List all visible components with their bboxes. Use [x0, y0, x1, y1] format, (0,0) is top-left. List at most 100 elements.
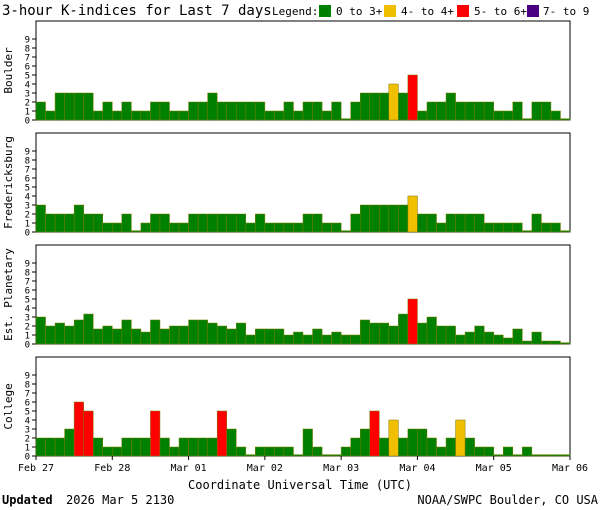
bar	[445, 92, 456, 121]
x-tick-label: Mar 05	[476, 463, 512, 474]
bar	[541, 454, 552, 457]
bar	[369, 410, 380, 457]
bar	[102, 222, 113, 233]
bar	[178, 437, 189, 457]
bar	[464, 437, 475, 457]
bar	[64, 92, 75, 121]
bar	[274, 222, 285, 233]
bar	[274, 110, 285, 121]
bar	[560, 118, 571, 121]
bar	[464, 101, 475, 121]
legend-label: Legend:	[272, 5, 318, 18]
credit-text: NOAA/SWPC Boulder, CO USA	[417, 493, 598, 507]
bar	[159, 437, 170, 457]
bar	[83, 313, 94, 345]
bar	[73, 92, 84, 121]
bar	[197, 101, 208, 121]
bar	[150, 410, 161, 457]
bar	[388, 204, 399, 233]
bar	[245, 334, 256, 345]
bar	[264, 328, 275, 345]
bar	[245, 454, 256, 457]
bar	[283, 334, 294, 345]
bar	[483, 446, 494, 457]
bar	[455, 334, 466, 345]
bar	[369, 92, 380, 121]
bar	[464, 213, 475, 233]
bar	[503, 110, 514, 121]
bar	[264, 446, 275, 457]
bar	[169, 222, 180, 233]
bar	[207, 92, 218, 121]
bar	[188, 213, 199, 233]
bar	[426, 101, 437, 121]
x-tick-label: Mar 03	[323, 463, 359, 474]
legend: Legend: 0 to 3+ 4- to 4+ 5- to 6+ 7- to …	[272, 5, 589, 18]
bar	[302, 101, 313, 121]
bar	[121, 319, 132, 345]
bar	[264, 110, 275, 121]
bar	[531, 454, 542, 457]
bar	[35, 316, 46, 345]
x-axis-title: Coordinate Universal Time (UTC)	[188, 478, 412, 492]
x-axis: Feb 27 Feb 28 Mar 01 Mar 02 Mar 03 Mar 04 Mar …	[18, 456, 588, 474]
bar	[331, 222, 342, 233]
bar	[131, 230, 142, 233]
bar	[340, 446, 351, 457]
bar	[293, 110, 304, 121]
bar	[379, 204, 390, 233]
bar	[236, 446, 247, 457]
y-tick-label: 6	[25, 175, 30, 185]
bar	[436, 325, 447, 345]
bar	[426, 213, 437, 233]
bar	[255, 101, 266, 121]
bar	[445, 213, 456, 233]
bar	[83, 92, 94, 121]
bar	[417, 322, 428, 345]
legend-swatch-0-to-3	[319, 5, 331, 17]
bar	[541, 340, 552, 345]
bar	[255, 328, 266, 345]
bar	[483, 331, 494, 345]
bar	[522, 118, 533, 121]
bar	[112, 222, 123, 233]
y-tick-label: 2	[25, 99, 30, 109]
bar	[312, 446, 323, 457]
bar	[255, 213, 266, 233]
bar	[274, 328, 285, 345]
y-tick-label: 7	[25, 166, 30, 176]
y-tick-label: 1	[25, 444, 30, 454]
bar	[102, 325, 113, 345]
bar	[207, 322, 218, 345]
bar	[83, 410, 94, 457]
bar	[417, 213, 428, 233]
bar	[388, 83, 399, 121]
bar	[379, 92, 390, 121]
panels: 0123456789Boulder0123456789Fredericksbur…	[2, 20, 571, 463]
bar	[283, 446, 294, 457]
panel-label: Fredericksburg	[2, 136, 15, 229]
bar	[54, 322, 65, 345]
bar	[140, 110, 151, 121]
bar	[417, 110, 428, 121]
bar	[455, 101, 466, 121]
bar	[102, 446, 113, 457]
bar	[169, 110, 180, 121]
y-tick-label: 1	[25, 108, 30, 118]
bar	[493, 110, 504, 121]
bar	[531, 101, 542, 121]
x-tick-label: Mar 02	[247, 463, 283, 474]
panel-label: Est. Planetary	[2, 248, 15, 341]
bar	[150, 213, 161, 233]
bar	[54, 213, 65, 233]
y-tick-label: 3	[25, 90, 30, 100]
bar	[245, 222, 256, 233]
bar	[512, 222, 523, 233]
bar	[474, 101, 485, 121]
y-tick-label: 0	[25, 453, 30, 463]
bar	[73, 401, 84, 457]
bar	[207, 213, 218, 233]
bar	[321, 334, 332, 345]
